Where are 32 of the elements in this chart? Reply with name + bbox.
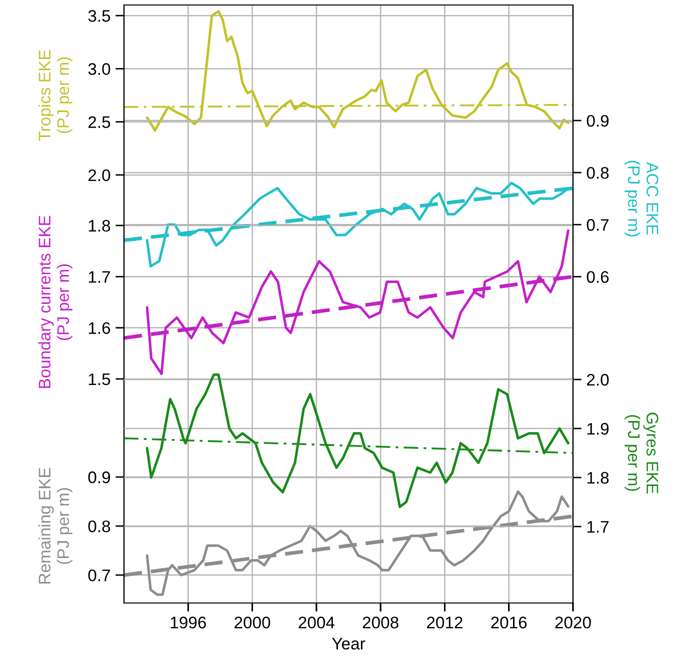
x-axis-title: Year	[332, 638, 366, 650]
x-tick-label: 2000	[234, 616, 270, 628]
y-tick-label: 3.0	[88, 63, 110, 75]
y-axis-title: Tropics EKE (PJ per m)	[38, 50, 72, 141]
y-axis-title: Remaining EKE (PJ per m)	[38, 468, 72, 584]
y2-tick-label: 0.6	[586, 271, 609, 283]
y3-axis-title: Boundary currents EKE (PJ per m)	[38, 216, 72, 388]
y2-tick-label: 2.0	[587, 374, 609, 386]
y2-tick-label: 1.9	[587, 422, 609, 435]
y3-tick-label: 1.6	[88, 322, 110, 334]
y2-tick-label: 0.7	[586, 219, 609, 231]
x-tick-label: 2012	[427, 616, 462, 628]
y-tick-label: 0.7	[88, 569, 110, 582]
y2-tick-label: 0.9	[586, 114, 609, 127]
y3-tick-label: 1.7	[88, 271, 110, 283]
x-tick-label: 2020	[555, 616, 591, 628]
y-tick-label: 3.5	[88, 10, 110, 22]
y-tick-label: 0.9	[88, 471, 110, 484]
y-tick-label: 2.0	[88, 169, 110, 182]
y2-tick-label: 1.8	[587, 472, 609, 484]
y3-tick-label: 1.8	[88, 220, 110, 232]
y2-axis-title: ACC EKE (PJ per m)	[624, 160, 658, 236]
y2-tick-label: 1.7	[587, 521, 609, 533]
x-tick-label: 1996	[170, 616, 206, 628]
y2-axis-title: Gyres EKE (PJ per m)	[624, 412, 658, 494]
x-tick-label: 2004	[298, 616, 334, 628]
x-tick-label: 2008	[362, 616, 398, 628]
y3-tick-label: 1.5	[88, 374, 110, 386]
y-tick-label: 0.8	[88, 520, 110, 532]
x-tick-label: 2016	[491, 616, 527, 628]
y-tick-label: 2.5	[88, 116, 110, 128]
y2-tick-label: 0.8	[586, 166, 609, 179]
